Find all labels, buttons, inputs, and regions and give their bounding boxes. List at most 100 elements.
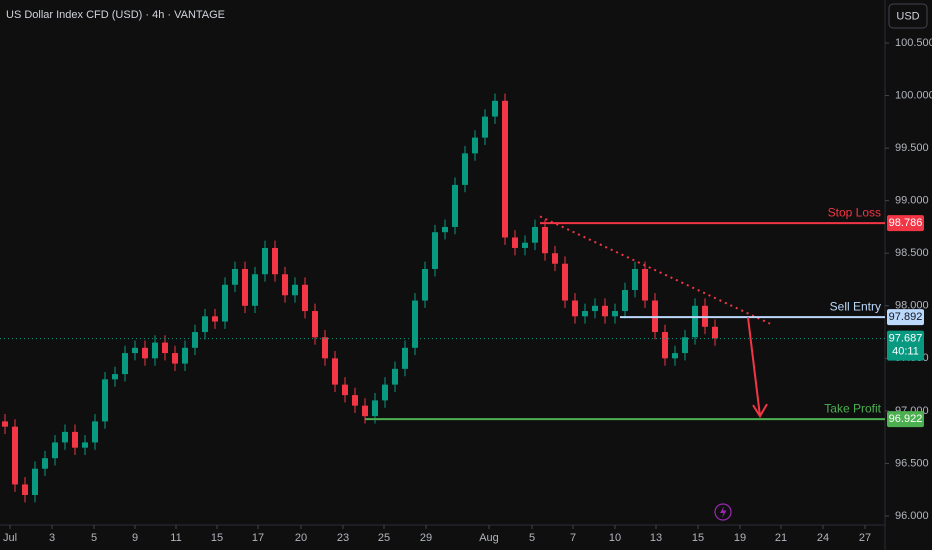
level-price-label: 98.786 bbox=[889, 217, 923, 229]
candle-body bbox=[662, 332, 668, 359]
level-price-tag bbox=[887, 215, 924, 232]
candle-body bbox=[452, 184, 458, 227]
y-tick-label: 98.000 bbox=[895, 300, 929, 312]
candle-body bbox=[572, 300, 578, 317]
y-tick-label: 99.500 bbox=[895, 142, 929, 154]
candle-body bbox=[492, 100, 498, 117]
candle-body bbox=[122, 353, 128, 375]
y-tick-label: 98.500 bbox=[895, 247, 929, 259]
last-price-label: 97.687 bbox=[889, 333, 923, 345]
candle-body bbox=[682, 337, 688, 354]
candle-body bbox=[302, 284, 308, 312]
candle-body bbox=[442, 226, 448, 233]
candle-body bbox=[172, 353, 178, 364]
plot-area: Jul 3 5 9 11 15 17 20 23 25 29 Aug 5 7 10 13 15 19 21 24 27 S… bbox=[0, 93, 885, 544]
level-price-tag bbox=[887, 309, 924, 326]
event-icon[interactable] bbox=[714, 503, 732, 521]
candle-body bbox=[592, 305, 598, 312]
candle-body bbox=[212, 316, 218, 322]
candle-body bbox=[62, 431, 68, 443]
y-tick-label: 96.500 bbox=[895, 457, 929, 469]
x-tick-label: Aug bbox=[479, 532, 499, 544]
candle-body bbox=[182, 347, 188, 364]
candle-body bbox=[612, 311, 618, 317]
candle-body bbox=[382, 384, 388, 401]
candle-body bbox=[432, 232, 438, 269]
candle-body bbox=[532, 226, 538, 243]
candle-body bbox=[332, 358, 338, 385]
candle-body bbox=[562, 263, 568, 301]
candle-body bbox=[352, 395, 358, 406]
level-price-label: 96.922 bbox=[889, 413, 923, 425]
chart-title: US Dollar Index CFD (USD) · 4h · VANTAGE bbox=[6, 9, 225, 21]
x-tick-label: 25 bbox=[378, 532, 390, 544]
candle-body bbox=[502, 100, 508, 238]
candle-body bbox=[222, 284, 228, 322]
candle-body bbox=[312, 311, 318, 338]
candle-body bbox=[2, 421, 8, 427]
candle-body bbox=[262, 247, 268, 275]
y-tick-label: 100.500 bbox=[895, 37, 932, 49]
y-tick-label: 96.000 bbox=[895, 510, 929, 522]
candle-body bbox=[692, 305, 698, 338]
x-tick-label: 29 bbox=[420, 532, 432, 544]
candle-body bbox=[712, 326, 718, 339]
candle-body bbox=[542, 226, 548, 254]
arrow-head bbox=[752, 403, 768, 419]
candle-body bbox=[632, 268, 638, 291]
candle-body bbox=[102, 379, 108, 422]
x-tick-label: 5 bbox=[91, 532, 97, 544]
candle-body bbox=[72, 431, 78, 448]
x-tick-label: Jul bbox=[3, 532, 17, 544]
candle-body bbox=[42, 458, 48, 469]
x-tick-label: 23 bbox=[337, 532, 349, 544]
currency-label[interactable]: USD bbox=[896, 10, 919, 22]
candle-body bbox=[422, 268, 428, 301]
last-price-tag bbox=[887, 330, 924, 361]
candle-body bbox=[252, 274, 258, 306]
candle-body bbox=[362, 405, 368, 417]
arrow-shaft bbox=[747, 317, 761, 417]
candle-body bbox=[142, 347, 148, 359]
x-tick-label: 20 bbox=[295, 532, 307, 544]
x-tick-label: 9 bbox=[132, 532, 138, 544]
x-tick-label: 21 bbox=[775, 532, 787, 544]
candle-body bbox=[112, 374, 118, 380]
level-label: Sell Entry bbox=[830, 299, 881, 313]
candle-body bbox=[642, 268, 648, 301]
level-label: Take Profit bbox=[824, 401, 881, 415]
candle-body bbox=[552, 253, 558, 264]
x-tick-label: 15 bbox=[211, 532, 223, 544]
y-tick-label: 100.000 bbox=[895, 89, 932, 101]
candle-body bbox=[342, 384, 348, 396]
candle-body bbox=[92, 421, 98, 443]
candle-body bbox=[202, 316, 208, 333]
candle-body bbox=[152, 342, 158, 359]
candle-body bbox=[242, 268, 248, 306]
y-tick-label: 99.000 bbox=[895, 195, 929, 207]
x-tick-label: 5 bbox=[529, 532, 535, 544]
x-tick-label: 11 bbox=[170, 532, 181, 544]
candle-body bbox=[192, 332, 198, 348]
candle-body bbox=[322, 337, 328, 359]
candle-body bbox=[522, 242, 528, 248]
x-tick-label: 13 bbox=[650, 532, 662, 544]
candle-body bbox=[82, 442, 88, 448]
candle-body bbox=[132, 347, 138, 354]
candle-body bbox=[32, 468, 38, 495]
candle-body bbox=[462, 153, 468, 185]
candle-body bbox=[282, 274, 288, 296]
candle-body bbox=[12, 426, 18, 485]
candle-body bbox=[22, 484, 28, 495]
currency-button[interactable] bbox=[888, 3, 928, 29]
x-tick-label: 17 bbox=[252, 532, 264, 544]
x-tick-label: 19 bbox=[734, 532, 746, 544]
candle-body bbox=[292, 284, 298, 296]
candle-body bbox=[272, 247, 278, 275]
candle-body bbox=[412, 300, 418, 348]
candle-body bbox=[672, 353, 678, 359]
candle-body bbox=[472, 137, 478, 154]
